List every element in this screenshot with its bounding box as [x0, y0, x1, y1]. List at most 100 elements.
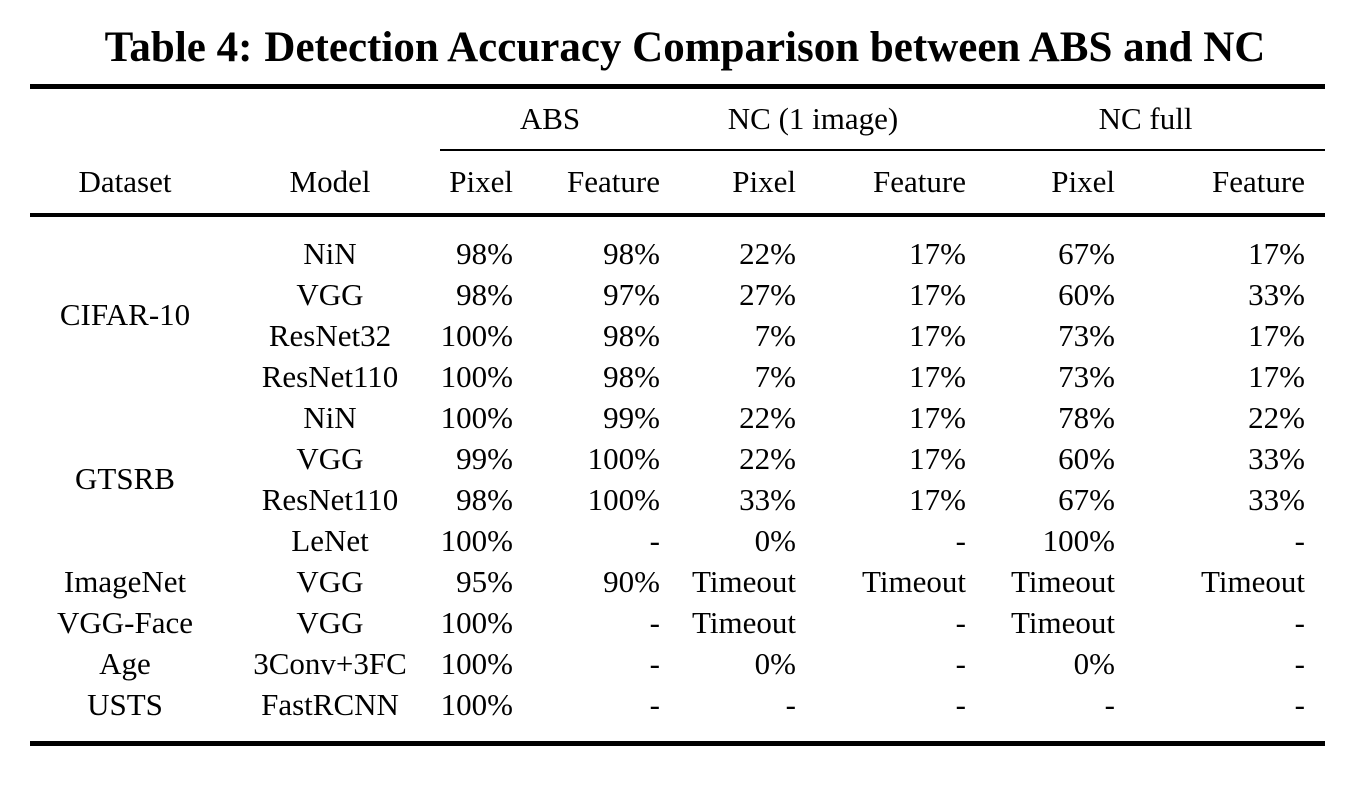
column-header-feature: Feature	[796, 150, 966, 217]
table-row: VGG-Face VGG 100% - Timeout - Timeout -	[30, 602, 1325, 643]
table-row: ResNet110 98% 100% 33% 17% 67% 33%	[30, 479, 1325, 520]
value-cell: 33%	[1248, 440, 1305, 476]
value-cell: 100%	[440, 399, 513, 435]
dataset-cell: ImageNet	[63, 563, 187, 599]
value-cell: -	[649, 686, 660, 722]
table-row: ResNet32 100% 98% 7% 17% 73% 17%	[30, 315, 1325, 356]
detection-accuracy-table: ABS NC (1 image) NC full Dataset Model P…	[30, 84, 1325, 746]
value-cell: Timeout	[1201, 563, 1305, 599]
value-cell: 17%	[909, 317, 966, 353]
value-cell: 67%	[1058, 481, 1115, 517]
model-cell: FastRCNN	[261, 686, 399, 722]
value-cell: 17%	[909, 276, 966, 312]
value-cell: 7%	[754, 317, 796, 353]
dataset-cell: GTSRB	[75, 461, 175, 496]
column-header-pixel: Pixel	[440, 150, 513, 217]
value-cell: 73%	[1058, 317, 1115, 353]
value-cell: 0%	[754, 522, 796, 558]
model-cell: VGG	[296, 276, 364, 312]
value-cell: -	[1294, 604, 1305, 640]
value-cell: 98%	[603, 235, 660, 271]
value-cell: 22%	[739, 440, 796, 476]
value-cell: 33%	[1248, 481, 1305, 517]
value-cell: 98%	[456, 481, 513, 517]
column-header-feature: Feature	[1115, 150, 1325, 217]
value-cell: 17%	[909, 399, 966, 435]
value-cell: 100%	[440, 317, 513, 353]
value-cell: 60%	[1058, 276, 1115, 312]
value-cell: 90%	[603, 563, 660, 599]
value-cell: -	[955, 522, 966, 558]
value-cell: -	[785, 686, 796, 722]
value-cell: 7%	[754, 358, 796, 394]
value-cell: 0%	[754, 645, 796, 681]
value-cell: 0%	[1073, 645, 1115, 681]
table-row: ResNet110 100% 98% 7% 17% 73% 17%	[30, 356, 1325, 397]
value-cell: Timeout	[692, 563, 796, 599]
group-header-nc-full: NC full	[966, 86, 1325, 151]
value-cell: 22%	[1248, 399, 1305, 435]
empty-cell	[30, 87, 220, 151]
value-cell: 17%	[909, 440, 966, 476]
value-cell: Timeout	[862, 563, 966, 599]
value-cell: 73%	[1058, 358, 1115, 394]
model-cell: ResNet110	[261, 358, 399, 394]
table-row: LeNet 100% - 0% - 100% -	[30, 520, 1325, 561]
value-cell: 95%	[456, 563, 513, 599]
model-cell: VGG	[296, 563, 364, 599]
value-cell: 100%	[587, 440, 660, 476]
value-cell: 99%	[456, 440, 513, 476]
model-cell: NiN	[303, 399, 357, 435]
value-cell: 100%	[440, 358, 513, 394]
value-cell: 99%	[603, 399, 660, 435]
value-cell: 17%	[1248, 358, 1305, 394]
value-cell: -	[1104, 686, 1115, 722]
value-cell: -	[649, 522, 660, 558]
value-cell: -	[955, 686, 966, 722]
value-cell: 27%	[739, 276, 796, 312]
value-cell: 17%	[909, 235, 966, 271]
group-header-nc-1-image: NC (1 image)	[660, 86, 966, 151]
value-cell: 22%	[739, 235, 796, 271]
value-cell: 97%	[603, 276, 660, 312]
value-cell: 67%	[1058, 235, 1115, 271]
model-cell: VGG	[296, 604, 364, 640]
table-row: VGG 98% 97% 27% 17% 60% 33%	[30, 274, 1325, 315]
value-cell: 33%	[739, 481, 796, 517]
table-row: Age 3Conv+3FC 100% - 0% - 0% -	[30, 643, 1325, 684]
model-cell: ResNet32	[268, 317, 392, 353]
value-cell: -	[649, 645, 660, 681]
value-cell: 100%	[440, 522, 513, 558]
value-cell: Timeout	[1011, 604, 1115, 640]
group-header-row: ABS NC (1 image) NC full	[30, 86, 1325, 151]
value-cell: 33%	[1248, 276, 1305, 312]
table-row: CIFAR-10 NiN 98% 98% 22% 17% 67% 17%	[30, 233, 1325, 333]
spacer-row	[30, 215, 1325, 233]
value-cell: -	[955, 604, 966, 640]
value-cell: 98%	[603, 358, 660, 394]
value-cell: 60%	[1058, 440, 1115, 476]
column-header-model: Model	[220, 150, 440, 217]
empty-cell	[220, 87, 440, 151]
table-row: ImageNet VGG 95% 90% Timeout Timeout Timeout Ti…	[30, 561, 1325, 602]
value-cell: Timeout	[692, 604, 796, 640]
model-cell: 3Conv+3FC	[253, 645, 407, 681]
value-cell: 22%	[739, 399, 796, 435]
group-header-abs: ABS	[440, 86, 660, 151]
dataset-cell: CIFAR-10	[59, 297, 191, 332]
model-cell: VGG	[296, 440, 364, 476]
model-cell: LeNet	[291, 522, 369, 558]
table-row: VGG 99% 100% 22% 17% 60% 33%	[30, 438, 1325, 479]
dataset-cell: VGG-Face	[56, 604, 193, 640]
value-cell: 98%	[456, 276, 513, 312]
table-header: ABS NC (1 image) NC full Dataset Model P…	[30, 86, 1325, 217]
spacer-row	[30, 725, 1325, 744]
value-cell: 100%	[440, 686, 513, 722]
spacer-cell	[30, 215, 1325, 233]
column-header-dataset: Dataset	[30, 150, 220, 217]
column-header-pixel: Pixel	[660, 150, 796, 217]
value-cell: -	[1294, 522, 1305, 558]
model-cell: NiN	[303, 235, 357, 271]
value-cell: 100%	[587, 481, 660, 517]
